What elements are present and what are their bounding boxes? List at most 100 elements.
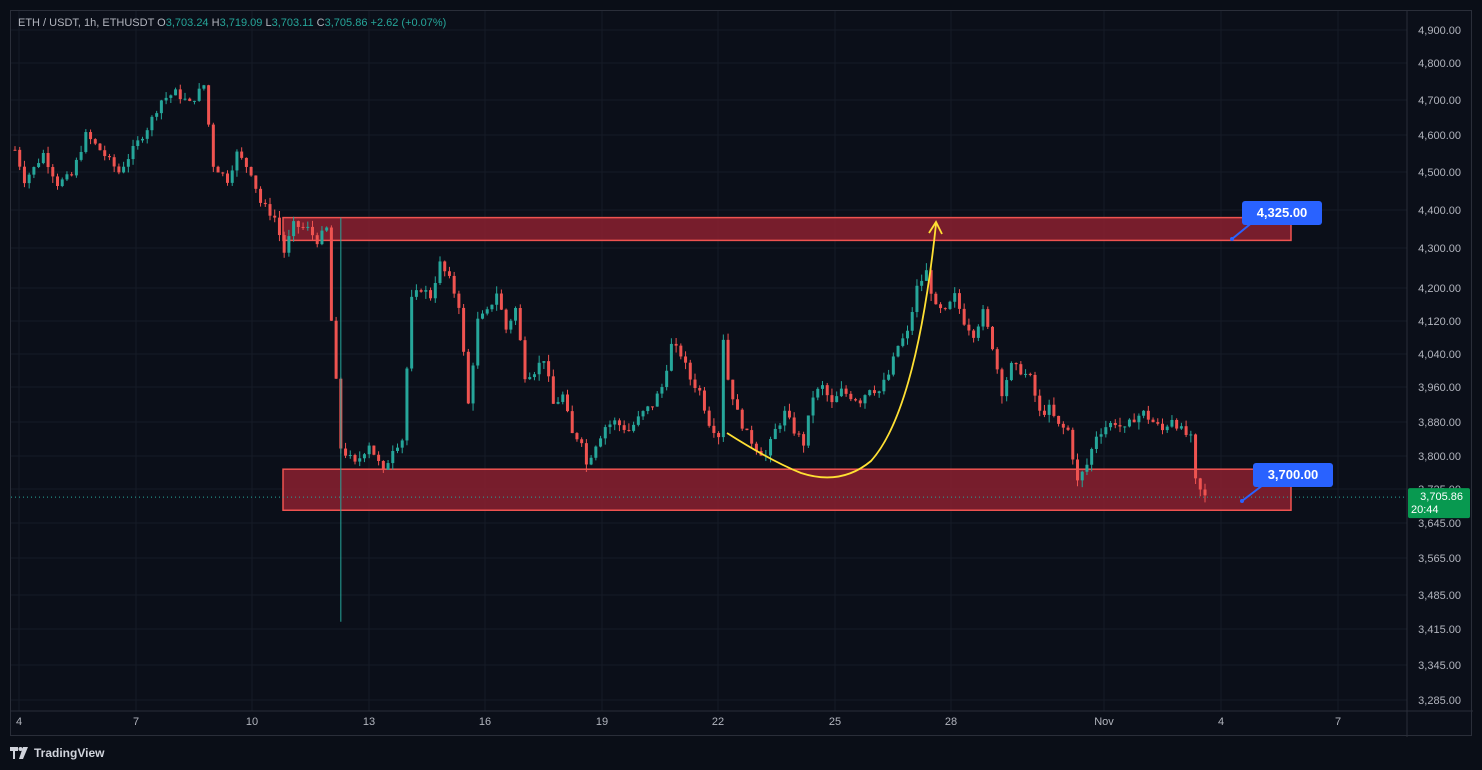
candle-body	[192, 100, 196, 102]
candle-body	[51, 167, 55, 177]
candle-body	[712, 425, 716, 434]
candle-body	[273, 215, 277, 218]
candle-body	[282, 235, 286, 253]
candle-body	[103, 150, 107, 157]
candle-body	[174, 89, 178, 96]
time-tick-label: 7	[1335, 716, 1341, 728]
candle-body	[1080, 471, 1084, 481]
brand-label: TradingView	[34, 746, 105, 760]
candle-body	[882, 379, 886, 392]
candle-body	[56, 176, 59, 186]
candle-body	[1090, 449, 1094, 465]
candle-body	[447, 271, 451, 276]
candle-body	[410, 296, 414, 369]
zones-layer[interactable]	[282, 216, 1292, 512]
candle-body	[70, 174, 74, 176]
time-tick-label: 4	[1218, 716, 1224, 728]
price-tick-label: 3,880.00	[1418, 417, 1461, 429]
callout-anchor-icon	[1240, 499, 1244, 503]
candle-body	[1161, 423, 1164, 431]
candle-body	[287, 236, 291, 253]
candle-body	[315, 235, 319, 245]
callout-support[interactable]	[1253, 463, 1333, 487]
price-tick-label: 3,345.00	[1418, 660, 1461, 672]
candle-body	[117, 166, 121, 173]
candle-body	[1005, 380, 1009, 397]
candle-body	[863, 395, 867, 404]
candle-body	[1071, 429, 1075, 460]
candle-body	[443, 261, 447, 272]
candle-body	[891, 356, 895, 375]
candle-body	[514, 307, 518, 321]
time-tick-label: 10	[246, 716, 258, 728]
candle-body	[65, 174, 69, 180]
zone-resistance[interactable]	[282, 216, 1292, 242]
symbol-label[interactable]: ETH / USDT, 1h, ETHUSDT	[18, 17, 155, 29]
footer-brand[interactable]: TradingView	[10, 744, 104, 762]
candle-body	[396, 447, 399, 451]
price-tick-label: 4,700.00	[1418, 95, 1461, 107]
candle-body	[89, 132, 93, 140]
time-axis[interactable]: 4 7 10 13 16 19 22 25 28 Nov 4 7	[11, 710, 1473, 728]
candle-body	[211, 124, 215, 167]
callout-support-label: 3,700.00	[1268, 467, 1319, 482]
candle-body	[1094, 436, 1098, 450]
candle-body	[802, 434, 806, 446]
candle-body	[169, 95, 173, 98]
candle-body	[566, 394, 569, 412]
candle-body	[391, 450, 395, 464]
price-axis[interactable]: 4,900.00 4,800.00 4,700.00 4,600.00 4,500.00…	[1406, 11, 1470, 737]
candle-body	[372, 445, 376, 455]
candle-body	[197, 88, 201, 101]
candle-body	[679, 345, 683, 357]
candle-body	[787, 410, 791, 418]
candle-body	[1203, 489, 1207, 496]
candle-body	[825, 385, 829, 396]
chart-frame[interactable]: 4,900.00 4,800.00 4,700.00 4,600.00 4,500.00…	[10, 10, 1473, 737]
price-tick-label: 4,600.00	[1418, 130, 1461, 142]
price-tick-label: 3,485.00	[1418, 590, 1461, 602]
candle-body	[665, 370, 669, 388]
candle-body	[1019, 364, 1023, 375]
candle-body	[1189, 434, 1193, 436]
projection-arrow[interactable]	[726, 220, 943, 479]
callouts-layer[interactable]: 4,325.00 3,700.00	[1230, 201, 1333, 503]
candle-body	[334, 320, 338, 379]
time-tick-label: 13	[363, 716, 375, 728]
current-price-tag[interactable]	[1408, 488, 1470, 519]
price-tick-label: 3,415.00	[1418, 624, 1461, 636]
chart-canvas[interactable]: 4,900.00 4,800.00 4,700.00 4,600.00 4,500.00…	[11, 11, 1473, 737]
candle-body	[906, 330, 909, 339]
price-tick-label: 4,500.00	[1418, 167, 1461, 179]
candle-body	[164, 97, 168, 101]
candle-body	[684, 356, 688, 363]
candle-body	[547, 361, 551, 377]
candle-body	[896, 345, 900, 357]
candle-body	[613, 420, 617, 425]
callout-resistance[interactable]	[1242, 201, 1322, 225]
candle-body	[244, 157, 248, 167]
price-tick-label: 4,120.00	[1418, 316, 1461, 328]
candle-body	[471, 365, 475, 404]
candle-body	[646, 406, 650, 412]
candle-body	[986, 309, 990, 327]
candle-body	[939, 304, 943, 309]
candle-body	[570, 411, 574, 434]
candle-body	[603, 427, 607, 439]
zone-support[interactable]	[282, 468, 1292, 512]
candle-body	[325, 227, 329, 231]
candle-body	[561, 394, 565, 402]
candle-body	[627, 429, 631, 431]
candle-body	[60, 179, 64, 186]
candle-body	[797, 433, 801, 435]
candle-body	[745, 428, 749, 431]
candle-body	[230, 170, 234, 183]
candle-body	[226, 173, 229, 183]
candle-body	[1175, 419, 1179, 429]
projection-curve[interactable]	[726, 223, 937, 479]
candle-body	[537, 362, 541, 375]
candle-body	[1024, 373, 1028, 375]
candle-body	[594, 446, 598, 458]
candle-body	[858, 400, 862, 404]
high-value: 3,719.09	[219, 17, 263, 29]
